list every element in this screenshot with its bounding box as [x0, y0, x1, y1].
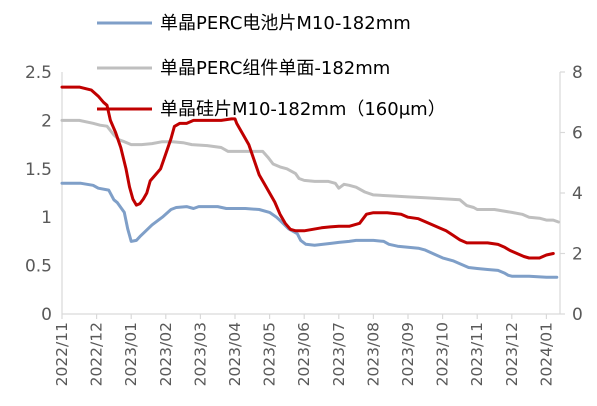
x-tick-label: 2023/05	[261, 322, 279, 386]
x-tick-label: 2023/09	[399, 322, 417, 386]
legend-item-module: 单晶PERC组件单面-182mm	[97, 58, 390, 79]
y-axis-ticks: 0 0.5 1 1.5 2 2.5	[25, 63, 52, 325]
y-tick-label: 2	[41, 111, 52, 131]
x-tick-label: 2023/11	[468, 322, 486, 386]
y2-tick-label: 8	[572, 63, 583, 83]
legend-item-cell: 单晶PERC电池片M10-182mm	[97, 13, 411, 34]
x-tick-label: 2023/07	[330, 322, 348, 386]
x-tick-label: 2023/08	[364, 322, 382, 386]
x-tick-label: 2023/06	[295, 322, 313, 386]
x-tick-label: 2023/01	[122, 322, 140, 386]
x-tick-label: 2023/04	[226, 322, 244, 386]
series-line-wafer	[60, 85, 555, 260]
series-lines	[60, 85, 560, 279]
x-tick-label: 2023/10	[434, 322, 452, 386]
y2-tick-label: 2	[572, 245, 583, 265]
legend-label-wafer: 单晶硅片M10-182mm（160μm）	[160, 99, 446, 120]
x-tick-label: 2023/02	[157, 322, 175, 386]
y-tick-label: 0.5	[25, 257, 52, 277]
legend-item-wafer: 单晶硅片M10-182mm（160μm）	[97, 99, 446, 120]
legend: 单晶PERC电池片M10-182mm 单晶PERC组件单面-182mm 单晶硅片…	[97, 13, 446, 120]
x-tick-label: 2023/03	[191, 322, 209, 386]
y-tick-label: 1	[41, 208, 52, 228]
x-tick-label: 2022/12	[88, 322, 106, 386]
y-tick-label: 1.5	[25, 160, 52, 180]
x-tick-label: 2024/01	[537, 322, 555, 386]
x-tick-label: 2023/12	[503, 322, 521, 386]
y2-tick-label: 0	[572, 305, 583, 325]
legend-label-cell: 单晶PERC电池片M10-182mm	[160, 13, 411, 34]
y2-axis-ticks: 0 2 4 6 8	[560, 63, 583, 325]
y2-tick-label: 4	[572, 184, 583, 204]
x-tick-label: 2022/11	[53, 322, 71, 386]
series-line-module	[60, 118, 560, 224]
y-tick-label: 2.5	[25, 63, 52, 83]
x-axis-ticks: 2022/11 2022/12 2023/01 2023/02 2023/03 2023/…	[53, 314, 555, 386]
legend-label-module: 单晶PERC组件单面-182mm	[160, 58, 390, 79]
y-tick-label: 0	[41, 305, 52, 325]
y2-tick-label: 6	[572, 124, 583, 144]
